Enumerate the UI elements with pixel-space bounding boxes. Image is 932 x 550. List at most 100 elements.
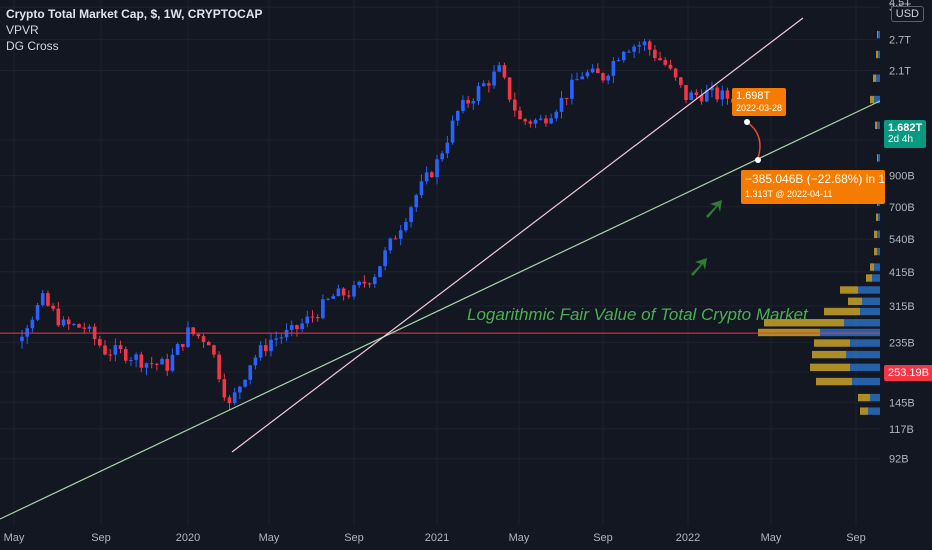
candle-body (181, 344, 185, 347)
candle-body (523, 119, 527, 122)
candle-body (616, 60, 621, 62)
volume-bar-up (850, 339, 880, 347)
candle-body (191, 327, 195, 335)
candle-body (658, 58, 662, 61)
candle-body (632, 46, 636, 52)
volume-bar-down (814, 339, 850, 347)
candle-body (596, 68, 600, 74)
candle-body (398, 230, 403, 239)
candle-body (404, 222, 408, 231)
volume-bar-down (858, 393, 870, 402)
fair-value-annotation: Logarithmic Fair Value of Total Crypto M… (467, 305, 809, 324)
candle-body (352, 285, 356, 297)
volume-bar-up (858, 286, 880, 294)
candle-body (264, 345, 268, 352)
candle-body (513, 99, 517, 111)
candle-body (30, 319, 35, 329)
y-tick-label: 4.5T (889, 0, 911, 9)
x-tick-label: Sep (593, 532, 613, 544)
candle-body (647, 41, 652, 50)
y-tick-label: 235B (889, 337, 915, 349)
candle-body (627, 51, 631, 53)
candle-body (56, 308, 61, 326)
candle-body (679, 77, 683, 85)
candle-body (144, 363, 149, 368)
candle-body (82, 327, 87, 329)
volume-bar-up (850, 363, 880, 372)
candle-body (201, 336, 206, 342)
candle-body (549, 118, 553, 124)
volume-bar-up (872, 274, 880, 282)
candle-body (455, 111, 460, 121)
candle-body (653, 49, 657, 59)
candle-body (440, 153, 444, 160)
candle-body (580, 76, 585, 80)
candle-body (559, 97, 564, 112)
candle-body (362, 281, 367, 284)
x-tick-label: 2021 (425, 532, 449, 544)
candle-body (155, 363, 159, 365)
candle-body (466, 99, 470, 104)
x-tick-label: 2020 (176, 532, 200, 544)
candle-body (295, 325, 299, 330)
volume-bar-down (848, 297, 862, 305)
y-tick-label: 315B (889, 301, 915, 313)
candle-body (212, 345, 216, 355)
volume-bar-down (758, 328, 820, 337)
candle-body (720, 90, 725, 100)
volume-bar-up (862, 297, 880, 305)
candle-body (637, 45, 642, 47)
candle-body (393, 238, 398, 240)
candle-body (575, 79, 579, 81)
candles (20, 38, 745, 411)
candle-body (72, 324, 76, 326)
volume-bar-up (878, 30, 880, 39)
candle-body (123, 349, 128, 361)
candle-body (710, 87, 714, 91)
currency-button[interactable]: USD (890, 6, 924, 22)
candle-body (134, 354, 138, 360)
candle-body (533, 119, 538, 124)
candle-body (51, 305, 55, 309)
volume-bar-up (852, 377, 880, 386)
volume-bar-up (876, 74, 880, 82)
candle-body (25, 328, 29, 337)
volume-bar-down (876, 50, 878, 59)
candle-body (331, 296, 336, 299)
legend-indicator-vpvr[interactable]: VPVR (6, 23, 39, 37)
measure-target: 1.313T @ 2022-04-11 (745, 189, 833, 199)
candle-body (570, 79, 574, 99)
candle-body (118, 345, 123, 350)
candle-body (326, 298, 330, 300)
candle-body (129, 359, 133, 361)
last-price-badge: 1.682T 2d 4h (884, 120, 927, 148)
volume-bar-up (874, 95, 880, 104)
y-tick-label: 92B (889, 454, 909, 466)
measure-arrow (746, 121, 761, 159)
volume-bar-down (870, 95, 874, 104)
volume-bar-up (878, 213, 880, 221)
volume-bar-down (860, 407, 868, 415)
candle-body (481, 83, 486, 87)
y-tick-label: 117B (889, 424, 914, 436)
candle-body (170, 354, 175, 371)
volume-bar-up (874, 263, 880, 271)
volume-bar-down (866, 274, 872, 282)
candle-body (165, 358, 170, 371)
legend-indicator-dg-cross[interactable]: DG Cross (6, 39, 59, 53)
volume-bar-down (877, 30, 878, 39)
candle-body (668, 64, 673, 69)
candle-body (289, 325, 294, 330)
candle-body (305, 316, 310, 324)
candle-body (196, 334, 201, 337)
countdown-label: 2d 4h (888, 134, 914, 145)
y-tick-label: 2.7T (889, 34, 911, 46)
volume-bar-down (816, 377, 852, 386)
y-tick-label: 2.1T (889, 66, 911, 78)
candle-body (186, 327, 190, 347)
candle-body (248, 365, 253, 380)
candle-body (113, 345, 118, 355)
candle-body (424, 172, 429, 182)
candle-body (492, 71, 496, 86)
